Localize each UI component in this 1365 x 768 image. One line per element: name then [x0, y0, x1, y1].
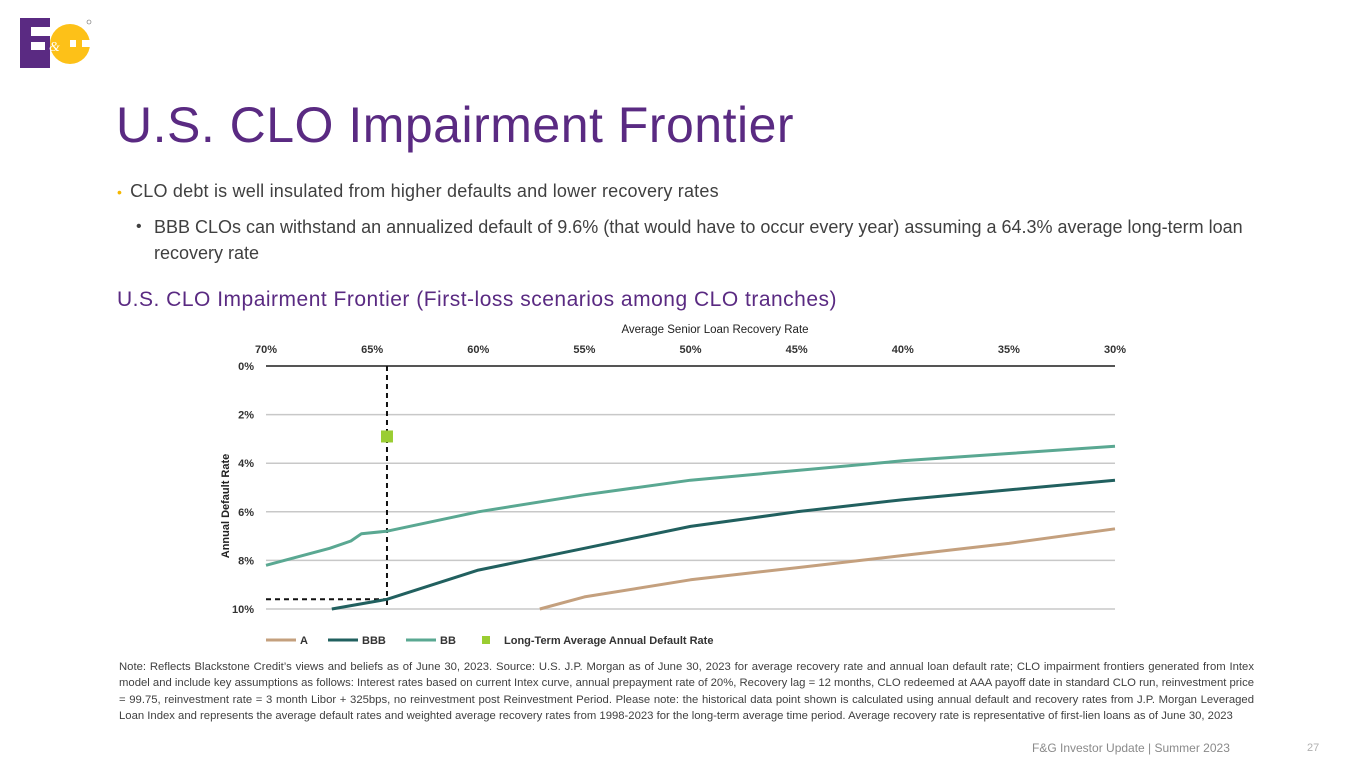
y-tick-labels: 0% 2% 4% 6% 8% 10%	[232, 361, 254, 616]
x-tick-label: 45%	[786, 344, 808, 356]
series-lines	[265, 444, 1116, 611]
legend-label: Long-Term Average Annual Default Rate	[504, 635, 713, 647]
highlight-points	[380, 430, 393, 443]
legend-marker	[482, 636, 490, 644]
x-tick-label: 40%	[892, 344, 914, 356]
footnote: Note: Reflects Blackstone Credit’s views…	[119, 661, 1254, 723]
x-tick-label: 65%	[361, 344, 383, 356]
bullet-main: • CLO debt is well insulated from higher …	[117, 181, 719, 202]
x-tick-label: 50%	[679, 344, 701, 356]
x-tick-label: 70%	[255, 344, 277, 356]
series-line-a	[539, 527, 1116, 611]
x-tick-label: 55%	[573, 344, 595, 356]
series-line-bbb	[331, 478, 1116, 611]
chart-title: Average Senior Loan Recovery Rate	[621, 324, 808, 336]
bullet-main-text: CLO debt is well insulated from higher d…	[130, 181, 719, 201]
x-tick-labels: 70% 65% 60% 55% 50% 45% 40% 35% 30%	[255, 344, 1126, 356]
footer-text: F&G Investor Update | Summer 2023	[1032, 741, 1230, 755]
page-number: 27	[1307, 742, 1320, 754]
legend-label: BB	[440, 635, 456, 647]
series-line-bb	[265, 444, 1116, 567]
y-tick-label: 6%	[238, 507, 254, 519]
bullet-sub: • BBB CLOs can withstand an annualized d…	[136, 214, 1246, 266]
legend-label: A	[300, 635, 308, 647]
y-tick-label: 10%	[232, 604, 254, 616]
fg-logo: &	[20, 18, 92, 68]
page-title: U.S. CLO Impairment Frontier	[116, 97, 795, 153]
x-tick-label: 30%	[1104, 344, 1126, 356]
y-tick-label: 2%	[238, 410, 254, 422]
reference-lines	[266, 366, 388, 609]
chart-legend: A BBB BB Long-Term Average Annual Default R…	[266, 635, 713, 647]
y-tick-label: 8%	[238, 555, 254, 567]
legend-label: BBB	[362, 635, 386, 647]
x-tick-label: 60%	[467, 344, 489, 356]
bullet-dot-icon: •	[136, 218, 142, 235]
y-tick-label: 0%	[238, 361, 254, 373]
impairment-frontier-chart: Average Senior Loan Recovery Rate Annual…	[220, 324, 1126, 647]
bullet-dot-icon: •	[117, 184, 123, 200]
long-term-average-point	[380, 430, 393, 443]
chart-heading: U.S. CLO Impairment Frontier (First-loss…	[117, 288, 838, 311]
bullet-sub-text: BBB CLOs can withstand an annualized def…	[154, 217, 1243, 263]
x-tick-label: 35%	[998, 344, 1020, 356]
svg-text:&: &	[49, 40, 60, 55]
y-axis-label: Annual Default Rate	[220, 454, 232, 559]
gridlines	[266, 365, 1115, 610]
y-tick-label: 4%	[238, 458, 254, 470]
